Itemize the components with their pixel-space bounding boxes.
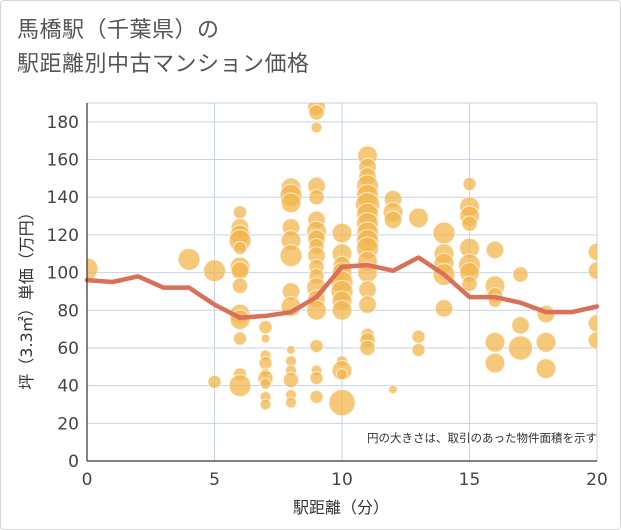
bubble-point: [461, 275, 478, 293]
bubble-point: [535, 331, 557, 353]
axes: 0 5 10 15 20 0 20 40 60 80 100 120 140 160 180: [47, 103, 608, 490]
bubble-point: [228, 374, 252, 398]
size-legend-note: 円の大きさは、取引のあった物件面積を示す: [367, 431, 597, 445]
y-tick-label: 0: [68, 452, 79, 472]
grid-lines: [87, 102, 598, 461]
bubble-point: [309, 338, 324, 354]
y-tick-label: 80: [57, 301, 79, 321]
bubble-point: [279, 244, 303, 268]
y-tick-label: 40: [57, 377, 79, 397]
bubble-point: [432, 221, 456, 245]
bubble-point: [309, 370, 324, 386]
bubble-point: [328, 388, 356, 417]
bubble-point: [259, 377, 272, 390]
y-tick-label: 100: [47, 264, 79, 284]
bubble-point: [411, 342, 426, 358]
bubble-point: [232, 331, 248, 346]
bubble-point: [587, 314, 597, 333]
bubble-point: [331, 222, 353, 244]
bubble-point: [331, 299, 353, 321]
bubble-point: [310, 121, 323, 134]
bubble-point: [232, 205, 248, 220]
y-tick-label: 120: [47, 226, 79, 246]
bubble-point: [258, 320, 273, 335]
bubble-point: [461, 215, 478, 232]
bubble-point: [335, 368, 349, 381]
bubble-point: [87, 257, 99, 281]
bubble-point: [177, 247, 201, 271]
y-tick-label: 160: [47, 151, 79, 171]
y-axis-title: 坪（3.3㎡）単価（万円）: [17, 204, 36, 389]
bubble-point: [308, 188, 325, 206]
bubble-point: [260, 333, 271, 344]
bubble-point: [388, 384, 399, 395]
chart-title-line2: 駅距離別中古マンション価格: [17, 52, 310, 77]
x-tick-label: 20: [586, 470, 608, 490]
bubble-point: [232, 240, 248, 256]
bubble-point: [359, 339, 376, 357]
chart-title: 馬橋駅（千葉県）の 駅距離別中古マンション価格: [17, 14, 310, 82]
bubble-point: [512, 266, 529, 283]
bubble-point: [358, 295, 377, 315]
bubble-point: [284, 396, 298, 409]
x-tick-label: 15: [459, 470, 481, 490]
bubble-point: [282, 371, 300, 389]
bubble-point: [207, 374, 222, 390]
bubble-point: [587, 261, 597, 281]
x-tick-label: 5: [209, 470, 220, 490]
average-price-line: [84, 255, 600, 321]
bubble-point: [587, 331, 597, 350]
bubble-point: [230, 261, 250, 281]
y-tick-label: 140: [47, 188, 79, 208]
bubble-point: [306, 299, 328, 321]
bubble-point: [485, 240, 505, 260]
bubble-point: [484, 352, 506, 374]
bubble-point: [411, 329, 426, 344]
bubble-point: [507, 335, 534, 361]
y-tick-label: 20: [57, 414, 79, 434]
bubble-point: [280, 192, 302, 214]
bubble-point: [434, 298, 454, 318]
bubble-point: [535, 358, 557, 380]
bubble-series: [87, 103, 597, 417]
bubble-point: [511, 315, 530, 335]
bubble-point: [202, 259, 227, 283]
bubble-point: [231, 277, 249, 295]
x-tick-label: 0: [82, 470, 93, 490]
x-axis-title: 駅距離（分）: [293, 498, 389, 517]
y-tick-label: 180: [47, 113, 79, 133]
bubble-point: [462, 176, 477, 192]
bubble-point: [408, 207, 430, 229]
bubble-point: [259, 398, 272, 411]
bubble-point: [587, 242, 597, 262]
bubble-point: [484, 331, 506, 353]
bubble-point: [308, 104, 325, 121]
bubble-point: [286, 344, 297, 355]
chart-title-line1: 馬橋駅（千葉県）の: [17, 18, 220, 43]
average-line-series: [84, 255, 600, 321]
bubble-point: [383, 210, 403, 230]
bubble-point: [309, 389, 324, 405]
x-tick-label: 10: [331, 470, 353, 490]
y-tick-label: 60: [57, 339, 79, 359]
